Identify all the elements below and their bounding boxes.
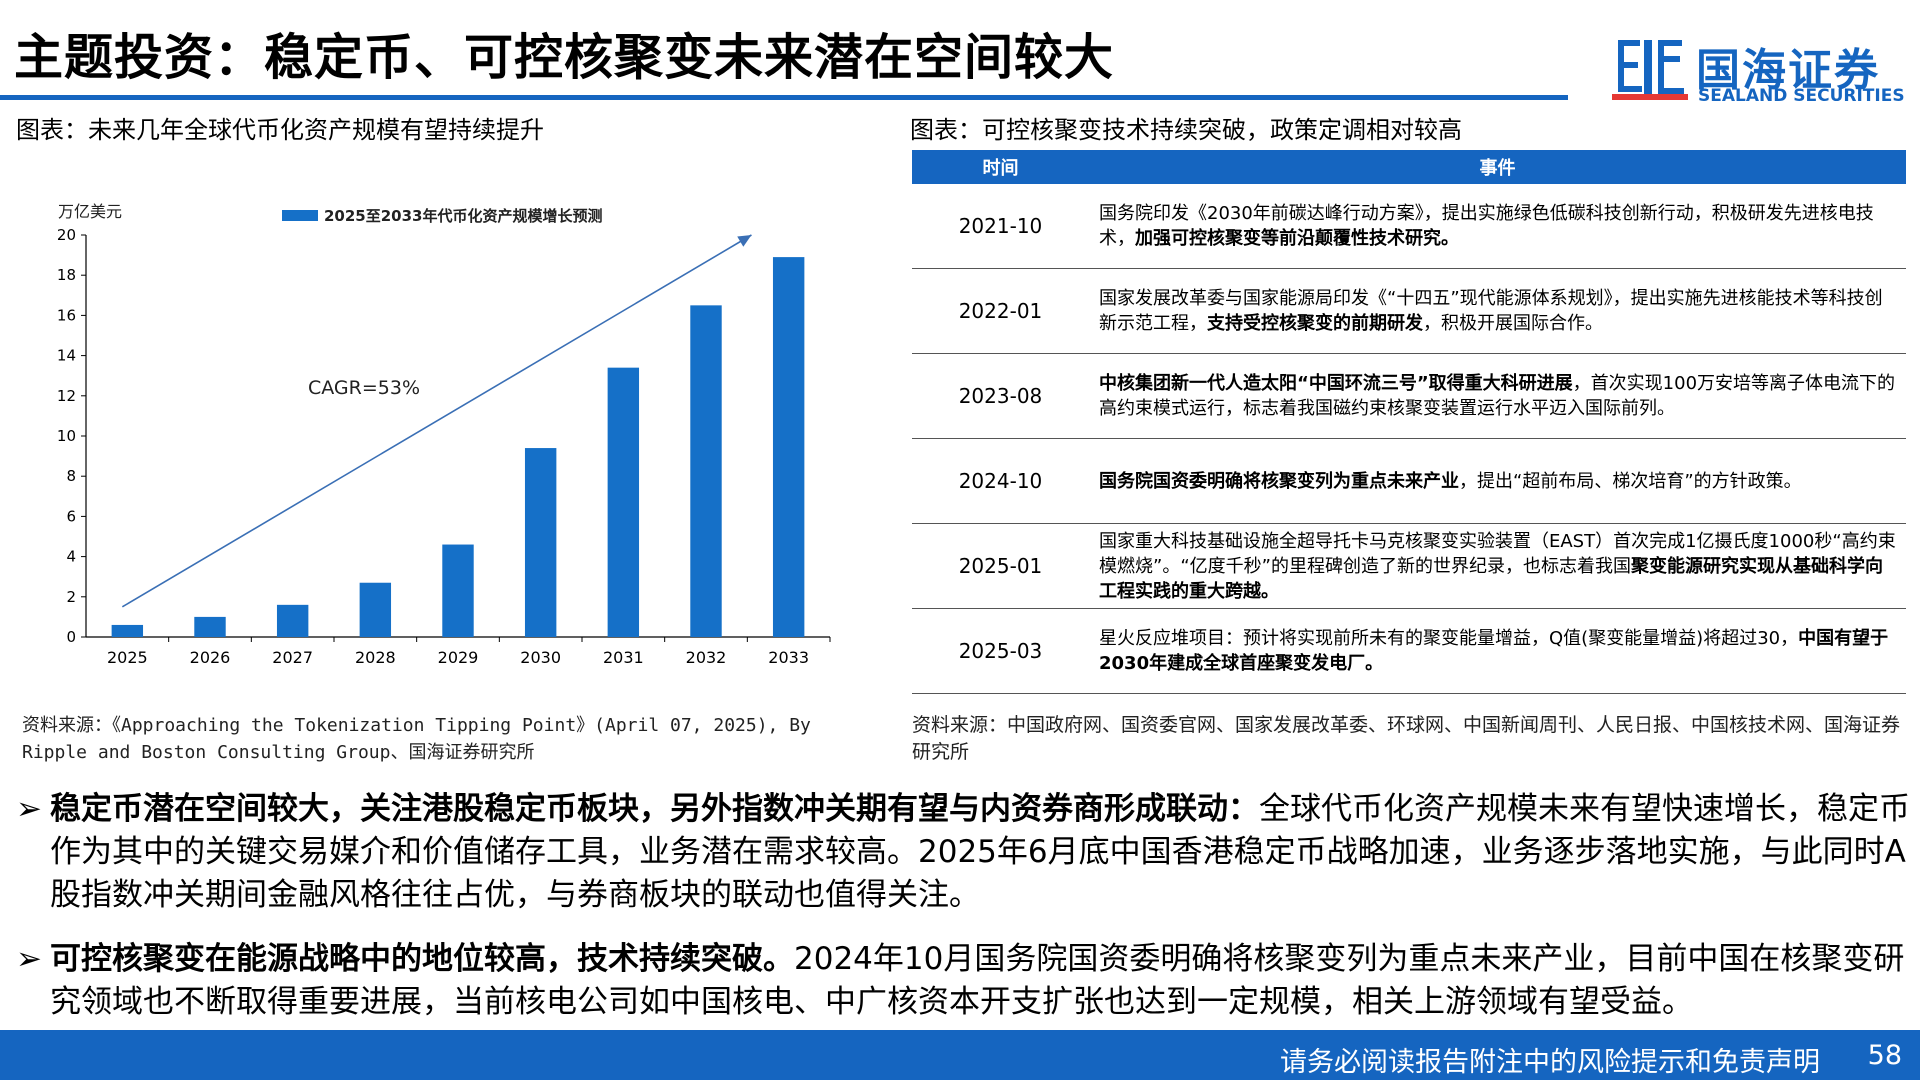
- event-description: 国务院印发《2030年前碳达峰行动方案》，提出实施绿色低碳科技创新行动，积极研发…: [1089, 184, 1906, 269]
- chart-canvas: 万亿美元 0 2 4 6 8 10 12 14 16 18 20 2025 2026 2027 2028 202…: [57, 202, 831, 667]
- page-title: 主题投资：稳定币、可控核聚变未来潜在空间较大: [14, 29, 1115, 86]
- bar-2033: [772, 257, 805, 637]
- x-tick-label: 2027: [272, 648, 313, 667]
- table-body: 2021-10 国务院印发《2030年前碳达峰行动方案》，提出实施绿色低碳科技创新…: [912, 184, 1906, 694]
- bar-2029: [442, 544, 474, 637]
- table-row: 2025-03 星火反应堆项目：预计将实现前所未有的聚变能量增益，Q值(聚变能量增…: [912, 608, 1906, 694]
- table-row: 2022-01 国家发展改革委与国家能源局印发《“十四五”现代能源体系规划》，提出…: [912, 268, 1906, 354]
- bar-2031: [607, 367, 640, 637]
- bar-2026: [194, 616, 226, 637]
- x-tick-label: 2031: [603, 648, 644, 667]
- chart-source-note: 资料来源：《Approaching the Tokenization Tippi…: [22, 715, 811, 763]
- x-tick-label: 2030: [520, 648, 561, 667]
- event-time: 2022-01: [912, 268, 1089, 354]
- sealand-logo-icon: [1612, 40, 1688, 100]
- event-text: ，积极开展国际合作。: [1423, 313, 1603, 334]
- event-time: 2025-01: [912, 523, 1089, 609]
- bullet-text: 2024年10月国务院国资委明确将核聚变列为重点未来产业，目前中国在核聚变研究领…: [50, 941, 1905, 1020]
- table-row: 2024-10 国务院国资委明确将核聚变列为重点未来产业，提出“超前布局、梯次培育…: [912, 438, 1906, 524]
- event-description: 国家发展改革委与国家能源局印发《“十四五”现代能源体系规划》，提出实施先进核能技…: [1089, 268, 1906, 354]
- chart-caption: 图表：未来几年全球代币化资产规模有望持续提升: [16, 116, 544, 144]
- event-time: 2024-10: [912, 438, 1089, 524]
- x-tick-label: 2028: [355, 648, 396, 667]
- trend-arrow-line: [121, 234, 752, 608]
- table-caption: 图表：可控核聚变技术持续突破，政策定调相对较高: [910, 116, 1462, 144]
- event-text: 国家重大科技基础设施全超导托卡马克核聚变实验装置（EAST）首次完成1亿摄氏度1…: [1099, 530, 1896, 577]
- y-tick-label: 4: [66, 548, 76, 566]
- x-tick-label: 2029: [438, 648, 479, 667]
- y-tick-label: 12: [57, 387, 76, 405]
- disclaimer-text: 请务必阅读报告附注中的风险提示和免责声明: [1280, 1047, 1820, 1078]
- event-highlight: 中国有望于2030年建成全球首座聚变发电厂。: [1099, 628, 1889, 674]
- x-tick-label: 2032: [686, 648, 727, 667]
- x-tick-label: 2026: [190, 648, 231, 667]
- y-tick-label: 6: [66, 507, 76, 525]
- event-highlight: 支持受控核聚变的前期研发: [1207, 313, 1423, 334]
- tokenization-bar-chart: 万亿美元 0 2 4 6 8 10 12 14 16 18 20 2025 2026 2027 2028 202…: [40, 190, 850, 680]
- y-tick-label: 0: [66, 628, 76, 646]
- footer-bar: 请务必阅读报告附注中的风险提示和免责声明 58: [0, 1030, 1920, 1080]
- bullet-fusion: ➢ 可控核聚变在能源战略中的地位较高，技术持续突破。2024年10月国务院国资委…: [16, 938, 1911, 1024]
- arrow-bullet-icon: ➢: [16, 791, 42, 827]
- bar-2030: [524, 448, 557, 637]
- bullet-heading: 稳定币潜在空间较大，关注港股稳定币板块，另外指数冲关期有望与内资券商形成联动：: [50, 791, 1259, 827]
- y-tick-label: 16: [57, 306, 76, 324]
- event-highlight: 中核集团新一代人造太阳“中国环流三号”取得重大科研进展: [1099, 373, 1573, 394]
- company-logo: 国海证券 SEALAND SECURITIES: [1612, 28, 1912, 108]
- logo-chinese-name: 国海证券: [1696, 45, 1880, 96]
- event-time: 2021-10: [912, 184, 1089, 269]
- y-tick-label: 2: [66, 588, 76, 606]
- table-header-row: 时间 事件: [912, 150, 1906, 184]
- table-source-note: 资料来源：中国政府网、国资委官网、国家发展改革委、环球网、中国新闻周刊、人民日报…: [912, 714, 1901, 763]
- table-row: 2021-10 国务院印发《2030年前碳达峰行动方案》，提出实施绿色低碳科技创新…: [912, 184, 1906, 269]
- event-description: 星火反应堆项目：预计将实现前所未有的聚变能量增益，Q值(聚变能量增益)将超过30…: [1089, 608, 1906, 694]
- event-text: ，提出“超前布局、梯次培育”的方针政策。: [1459, 470, 1802, 492]
- event-highlight: 聚变能源研究实现从基础科学向工程实践的重大跨越。: [1099, 555, 1883, 602]
- event-description: 国家重大科技基础设施全超导托卡马克核聚变实验装置（EAST）首次完成1亿摄氏度1…: [1089, 523, 1906, 609]
- event-time: 2025-03: [912, 608, 1089, 694]
- fusion-events-table: 时间 事件 2021-10 国务院印发《2030年前碳达峰行动方案》，提出实施绿色…: [912, 150, 1906, 694]
- y-tick-label: 20: [57, 226, 76, 244]
- event-text: 国家发展改革委与国家能源局印发《“十四五”现代能源体系规划》，提出实施先进核能技…: [1099, 288, 1883, 334]
- bar-2032: [690, 305, 722, 637]
- event-highlight: 国务院国资委明确将核聚变列为重点未来产业: [1099, 470, 1459, 492]
- bar-2027: [276, 604, 309, 637]
- x-tick-label: 2033: [768, 648, 809, 667]
- event-description: 中核集团新一代人造太阳“中国环流三号”取得重大科研进展，首次实现100万安培等离…: [1089, 353, 1906, 439]
- bullet-stablecoin: ➢ 稳定币潜在空间较大，关注港股稳定币板块，另外指数冲关期有望与内资券商形成联动…: [16, 788, 1911, 917]
- logo-english-name: SEALAND SECURITIES: [1698, 86, 1905, 106]
- bullet-heading: 可控核聚变在能源战略中的地位较高，技术持续突破。: [50, 941, 794, 977]
- y-unit-label: 万亿美元: [58, 202, 122, 221]
- bar-2028: [359, 582, 392, 637]
- y-tick-label: 14: [57, 347, 76, 365]
- page-number: 58: [1867, 1040, 1902, 1071]
- event-text: 国务院印发《2030年前碳达峰行动方案》，提出实施绿色低碳科技创新行动，积极研发…: [1099, 203, 1874, 249]
- y-tick-label: 18: [57, 266, 76, 284]
- header-event: 事件: [1089, 150, 1906, 184]
- trend-arrow-head-icon: [737, 235, 752, 247]
- event-time: 2023-08: [912, 353, 1089, 439]
- legend-swatch: [282, 210, 318, 221]
- x-tick-label: 2025: [107, 648, 148, 667]
- y-tick-label: 10: [57, 427, 76, 445]
- bullet-text: 全球代币化资产规模未来有望快速增长，稳定币作为其中的关键交易媒介和价值储存工具，…: [50, 791, 1910, 913]
- y-tick-label: 8: [66, 467, 76, 485]
- title-divider: [0, 95, 1568, 100]
- header-time: 时间: [912, 150, 1089, 184]
- table-row: 2023-08 中核集团新一代人造太阳“中国环流三号”取得重大科研进展，首次实现1…: [912, 353, 1906, 439]
- event-text: 星火反应堆项目：预计将实现前所未有的聚变能量增益，Q值(聚变能量增益)将超过30…: [1099, 628, 1799, 649]
- table-row: 2025-01 国家重大科技基础设施全超导托卡马克核聚变实验装置（EAST）首次完…: [912, 523, 1906, 609]
- event-text: ，首次实现100万安培等离子体电流下的高约束模式运行，标志着我国磁约束核聚变装置…: [1099, 373, 1896, 419]
- event-highlight: 加强可控核聚变等前沿颠覆性技术研究。: [1135, 228, 1459, 249]
- bar-2025: [111, 624, 144, 637]
- event-description: 国务院国资委明确将核聚变列为重点未来产业，提出“超前布局、梯次培育”的方针政策。: [1089, 438, 1906, 524]
- arrow-bullet-icon: ➢: [16, 941, 42, 977]
- legend-label: 2025至2033年代币化资产规模增长预测: [324, 207, 603, 225]
- cagr-annotation: CAGR=53%: [308, 377, 420, 399]
